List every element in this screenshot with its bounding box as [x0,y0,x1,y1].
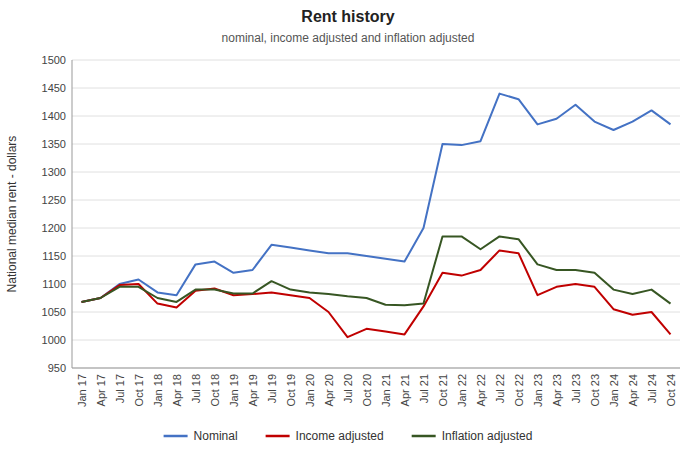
x-tick-label: Jan 22 [456,374,468,407]
y-tick-label: 1350 [42,138,66,150]
title: Rent history [301,8,394,25]
x-tick-label: Jan 20 [304,374,316,407]
y-tick-label: 950 [48,362,66,374]
x-tick-label: Jul 21 [418,374,430,403]
legend-item: Nominal [164,429,238,443]
legend-swatch [412,435,436,438]
x-tick-label: Oct 18 [209,374,221,406]
y-tick-label: 1100 [42,278,66,290]
x-tick-label: Jul 24 [646,374,658,403]
series-line [82,236,671,305]
y-tick-label: 1150 [42,250,66,262]
chart: Rent history nominal, income adjusted and… [0,0,696,450]
x-axis-line [72,368,680,369]
x-tick-label: Jul 20 [342,374,354,403]
x-tick-label: Oct 23 [589,374,601,406]
x-tick-label: Jan 23 [532,374,544,407]
x-tick-label: Apr 20 [323,374,335,406]
y-tick-label: 1250 [42,194,66,206]
legend-item: Income adjusted [266,429,384,443]
grid-line [72,60,680,61]
legend-swatch [266,435,290,438]
y-tick-label: 1200 [42,222,66,234]
x-tick-label: Apr 18 [171,374,183,406]
y-axis-label: National median rent - dollars [5,136,19,293]
x-axis: Jan 17 Apr 17 Jul 17 Oct 17 Jan 18 Apr 18 Jul … [76,374,677,407]
x-tick-label: Apr 23 [551,374,563,406]
y-tick-label: 1300 [42,166,66,178]
x-tick-label: Jan 21 [380,374,392,407]
y-axis: 950 1000 1050 1100 1150 1200 1250 1300 1350 1400 1… [42,54,680,374]
subtitle: nominal, income adjusted and inflation a… [222,31,475,45]
y-tick-label: 1000 [42,334,66,346]
x-tick-label: Apr 22 [475,374,487,406]
x-tick-label: Apr 21 [399,374,411,406]
x-tick-label: Oct 24 [665,374,677,406]
x-tick-label: Jul 23 [570,374,582,403]
x-tick-label: Jan 24 [608,374,620,407]
x-tick-label: Jul 18 [190,374,202,403]
x-tick-label: Apr 19 [247,374,259,406]
grid-line [72,312,680,313]
x-tick-label: Oct 21 [437,374,449,406]
series-group [82,94,671,338]
y-tick-label: 1500 [42,54,66,66]
legend-label: Income adjusted [296,429,384,443]
legend-label: Nominal [194,429,238,443]
x-tick-label: Jan 17 [76,374,88,407]
x-tick-label: Oct 22 [513,374,525,406]
legend: Nominal Income adjusted Inflation adjusted [164,429,533,443]
grid-line [72,284,680,285]
grid-line [72,144,680,145]
x-tick-label: Oct 20 [361,374,373,406]
grid-line [72,172,680,173]
x-tick-label: Jul 17 [114,374,126,403]
legend-label: Inflation adjusted [442,429,533,443]
x-tick-label: Jan 18 [152,374,164,407]
y-tick-label: 1450 [42,82,66,94]
x-tick-label: Oct 17 [133,374,145,406]
series-line [82,250,671,337]
y-axis-line [72,60,73,368]
legend-item: Inflation adjusted [412,429,533,443]
grid-line [72,368,680,369]
y-tick-label: 1400 [42,110,66,122]
grid-line [72,88,680,89]
legend-swatch [164,435,188,438]
x-tick-label: Jan 19 [228,374,240,407]
y-tick-label: 1050 [42,306,66,318]
x-tick-label: Jul 22 [494,374,506,403]
grid-line [72,228,680,229]
x-tick-label: Jul 19 [266,374,278,403]
grid-line [72,256,680,257]
grid-line [72,200,680,201]
x-tick-label: Apr 17 [95,374,107,406]
x-tick-label: Oct 19 [285,374,297,406]
grid-line [72,340,680,341]
x-tick-label: Apr 24 [627,374,639,406]
